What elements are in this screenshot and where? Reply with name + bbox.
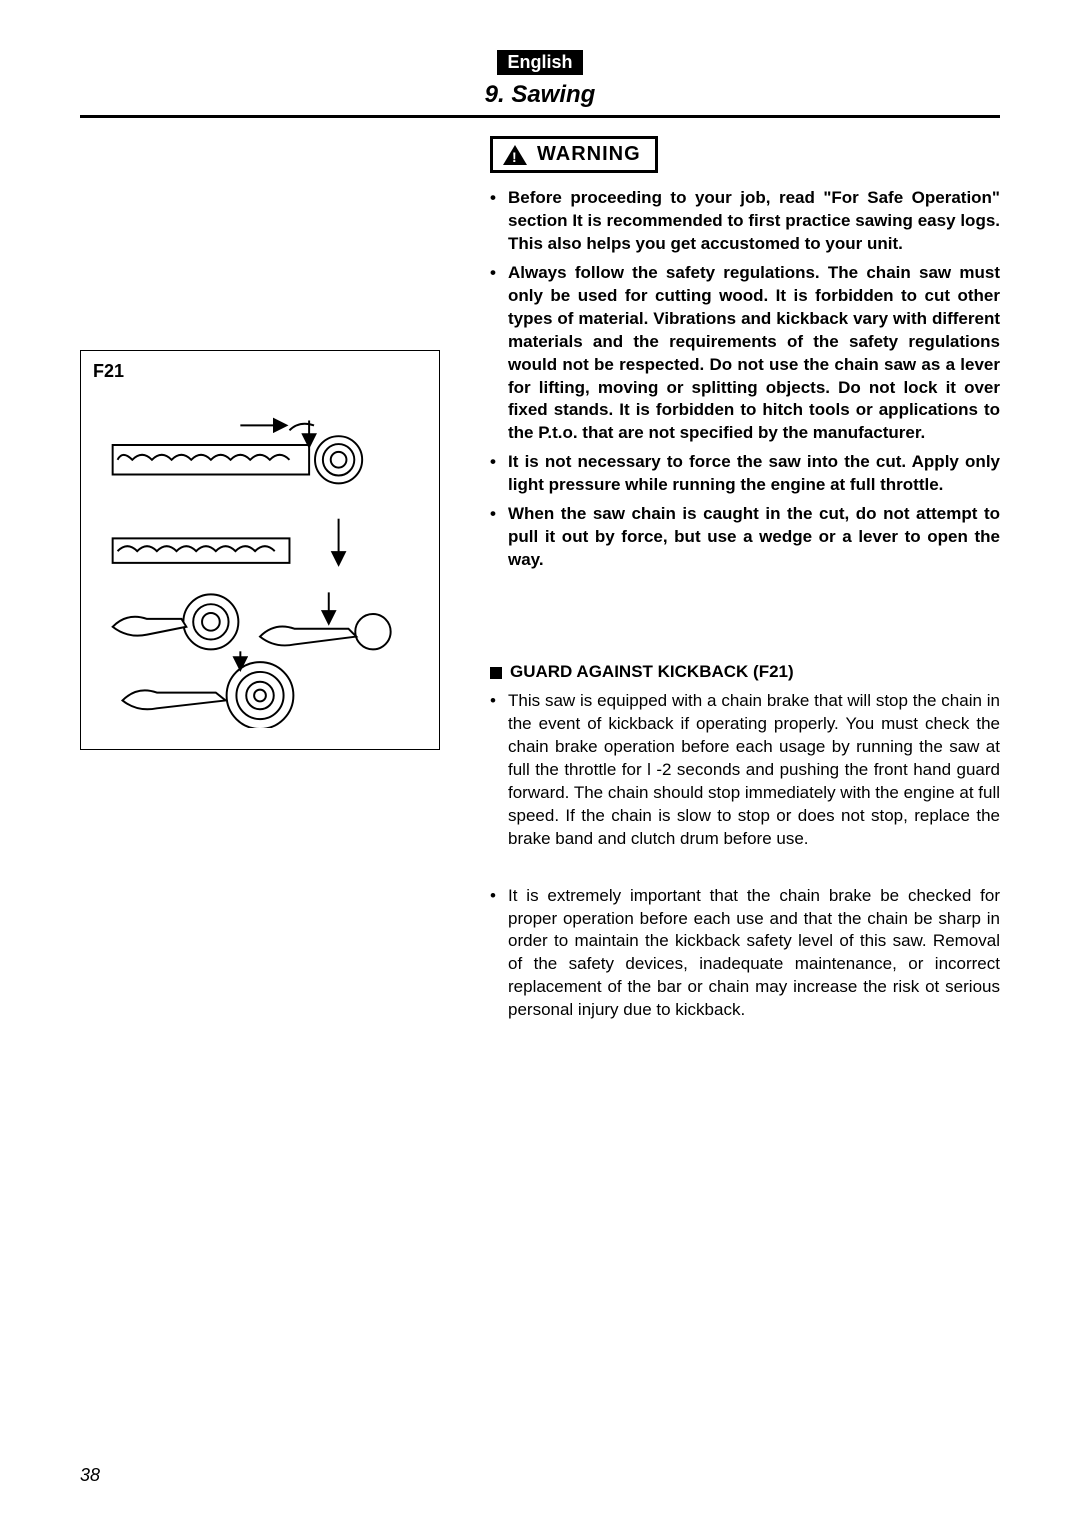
kickback-bullets: This saw is equipped with a chain brake …	[490, 690, 1000, 851]
figure-illustration	[93, 388, 427, 728]
language-badge: English	[497, 50, 582, 75]
warning-label-box: WARNING	[490, 136, 658, 173]
kickback-bullet: It is extremely important that the chain…	[490, 885, 1000, 1023]
figure-f21: F21	[80, 350, 440, 750]
content-area: F21	[80, 136, 1000, 1028]
warning-bullet: When the saw chain is caught in the cut,…	[490, 503, 1000, 572]
header-rule	[80, 115, 1000, 118]
warning-bullet: It is not necessary to force the saw int…	[490, 451, 1000, 497]
kickback-bullet: This saw is equipped with a chain brake …	[490, 690, 1000, 851]
warning-triangle-icon	[503, 145, 527, 165]
figure-label: F21	[93, 361, 427, 382]
document-page: English 9. Sawing F21	[0, 0, 1080, 1526]
warning-bullets: Before proceeding to your job, read "For…	[490, 187, 1000, 572]
kickback-heading-text: GUARD AGAINST KICKBACK (F21)	[510, 662, 794, 681]
page-number: 38	[80, 1465, 100, 1486]
warning-bullet: Always follow the safety regulations. Th…	[490, 262, 1000, 446]
square-bullet-icon	[490, 667, 502, 679]
section-title: 9. Sawing	[80, 81, 1000, 109]
page-header: English 9. Sawing	[80, 50, 1000, 109]
kickback-heading: GUARD AGAINST KICKBACK (F21)	[490, 662, 1000, 682]
right-column: WARNING Before proceeding to your job, r…	[460, 136, 1000, 1028]
left-column: F21	[80, 136, 460, 1028]
kickback-bullets-2: It is extremely important that the chain…	[490, 885, 1000, 1023]
warning-bullet: Before proceeding to your job, read "For…	[490, 187, 1000, 256]
warning-label: WARNING	[537, 143, 641, 166]
